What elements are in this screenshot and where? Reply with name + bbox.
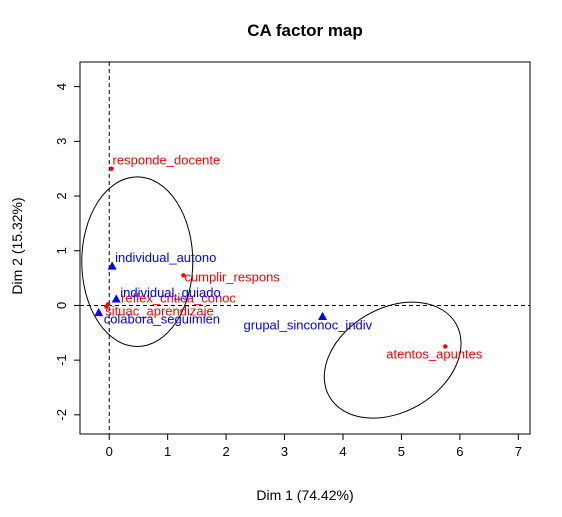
y-tick-label: 2 — [54, 192, 69, 199]
confidence-ellipses — [81, 176, 462, 419]
label-responde_docente: responde_docente — [113, 153, 221, 168]
confidence-ellipse-1 — [81, 176, 194, 347]
y-tick-label: 0 — [54, 302, 69, 309]
x-tick-label: 6 — [456, 444, 463, 459]
y-tick-label: 1 — [54, 247, 69, 254]
point-cumplir_respons — [181, 273, 186, 278]
point-grupal_sinconoc_indiv — [318, 311, 328, 320]
plot-frame — [79, 61, 531, 435]
x-tick-label: 2 — [222, 444, 229, 459]
x-tick-label: 4 — [339, 444, 346, 459]
y-axis: -2 -1 0 1 2 3 4 — [54, 83, 80, 421]
label-cumplir_respons: cumplir_respons — [184, 269, 280, 284]
x-tick-label: 0 — [106, 444, 113, 459]
reference-lines — [80, 62, 530, 434]
data-points — [94, 166, 448, 349]
label-individual_guiado: individual_guiado — [120, 285, 220, 300]
x-axis: 0 1 2 3 4 5 6 7 — [106, 434, 522, 459]
point-labels: responde_docente cumplir_respons reflex_cr… — [104, 153, 483, 362]
y-tick-label: 3 — [54, 138, 69, 145]
label-situac_aprendizaje: situac_aprendizaje — [105, 304, 213, 319]
x-tick-label: 5 — [398, 444, 405, 459]
confidence-ellipse-2 — [323, 301, 462, 419]
point-individual_autono — [107, 261, 117, 270]
point-colabora_seguimien — [94, 308, 104, 317]
y-axis-label: Dim 2 (15.32%) — [9, 197, 25, 294]
point-atentos_apuntes — [443, 344, 448, 349]
x-tick-label: 7 — [515, 444, 522, 459]
x-tick-label: 1 — [164, 444, 171, 459]
label-atentos_apuntes: atentos_apuntes — [386, 346, 483, 361]
label-individual_autono: individual_autono — [115, 250, 216, 265]
chart-title: CA factor map — [247, 21, 363, 40]
label-colabora_seguimien: colabora_seguimien — [104, 312, 220, 327]
x-axis-label: Dim 1 (74.42%) — [256, 487, 353, 503]
x-tick-label: 3 — [281, 444, 288, 459]
y-tick-label: 4 — [54, 83, 69, 90]
y-tick-label: -2 — [54, 409, 69, 421]
point-individual_guiado — [111, 294, 121, 303]
y-tick-label: -1 — [54, 354, 69, 366]
label-grupal_sinconoc_indiv: grupal_sinconoc_indiv — [244, 317, 373, 332]
label-reflex_critica_conoc: reflex_critica_conoc — [121, 290, 236, 305]
point-responde_docente — [109, 166, 114, 171]
point-situac_aprendizaje — [104, 304, 109, 309]
